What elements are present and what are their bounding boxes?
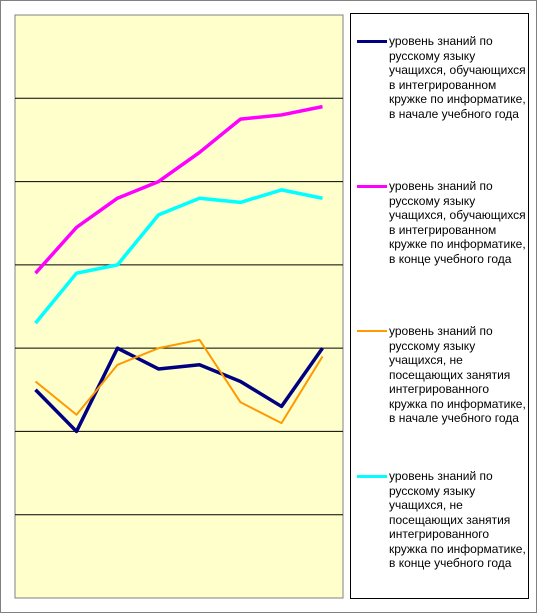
legend-swatch bbox=[357, 330, 387, 332]
legend-swatch bbox=[357, 185, 387, 188]
legend-swatch bbox=[357, 475, 387, 478]
plot-area bbox=[14, 14, 344, 599]
legend: уровень знаний по русскому языку учащихс… bbox=[350, 13, 529, 599]
series-line bbox=[34, 104, 323, 275]
legend-label: уровень знаний по русскому языку учащихс… bbox=[389, 324, 526, 425]
series-line bbox=[34, 346, 324, 434]
legend-swatch bbox=[357, 40, 387, 43]
series-line bbox=[34, 338, 324, 425]
legend-label: уровень знаний по русскому языку учащихс… bbox=[389, 469, 526, 570]
legend-label: уровень знаний по русскому языку учащихс… bbox=[389, 179, 526, 266]
series-line bbox=[34, 188, 323, 325]
legend-label: уровень знаний по русскому языку учащихс… bbox=[389, 34, 526, 121]
